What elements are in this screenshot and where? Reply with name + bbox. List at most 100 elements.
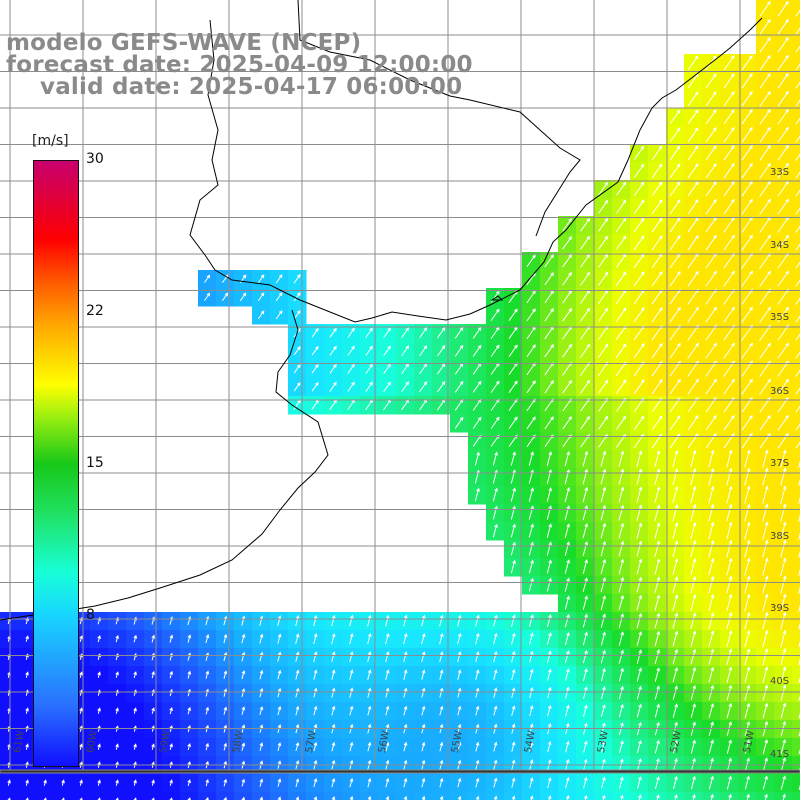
wind-arrow xyxy=(436,327,446,339)
wind-cell xyxy=(36,792,55,800)
wind-arrow xyxy=(564,595,570,610)
wind-arrow xyxy=(475,614,480,627)
wind-arrow xyxy=(510,523,516,538)
wind-arrow xyxy=(741,162,753,179)
wind-arrow xyxy=(367,741,372,752)
wind-cell xyxy=(54,792,73,800)
wind-arrow xyxy=(115,743,119,750)
wind-cell xyxy=(792,486,800,505)
wind-arrow xyxy=(259,796,264,800)
wind-arrow xyxy=(795,117,800,125)
wind-arrow xyxy=(223,633,228,644)
wind-arrow xyxy=(618,540,625,557)
wind-arrow xyxy=(401,327,409,339)
wind-arrow xyxy=(654,630,661,647)
wind-arrow xyxy=(744,467,751,486)
wind-arrow xyxy=(708,684,715,701)
wind-arrow xyxy=(798,532,800,540)
wind-arrow xyxy=(436,345,446,357)
wind-arrow xyxy=(600,667,606,682)
wind-arrow xyxy=(511,795,516,800)
wind-arrow xyxy=(723,55,735,71)
wind-cell xyxy=(270,792,289,800)
wind-arrow xyxy=(492,451,498,466)
wind-cell xyxy=(792,666,800,685)
wind-arrow xyxy=(457,614,462,627)
wind-arrow xyxy=(204,292,211,301)
wind-arrow xyxy=(547,795,552,800)
wind-arrow xyxy=(795,315,800,323)
wind-arrow xyxy=(636,558,643,575)
wind-arrow xyxy=(672,467,679,486)
forecast-date: forecast date: 2025-04-09 12:00:00 xyxy=(6,52,473,78)
wind-arrow xyxy=(349,651,354,662)
wind-arrow xyxy=(744,702,751,719)
wind-arrow xyxy=(705,163,717,179)
wind-arrow xyxy=(705,198,717,215)
wind-arrow xyxy=(187,634,192,643)
wind-arrow xyxy=(728,793,732,800)
wind-arrow xyxy=(726,612,733,630)
wind-arrow xyxy=(151,670,155,679)
wind-arrow xyxy=(690,576,697,594)
wind-arrow xyxy=(492,505,498,520)
wind-arrow xyxy=(583,776,588,789)
wind-arrow xyxy=(547,668,552,681)
colorbar-units: [m/s] xyxy=(32,133,69,149)
wind-arrow xyxy=(510,451,516,466)
island xyxy=(490,295,504,301)
wind-arrow xyxy=(421,651,426,662)
wind-arrow xyxy=(490,290,500,303)
wind-arrow xyxy=(780,684,787,701)
wind-arrow xyxy=(723,270,735,287)
wind-arrow xyxy=(654,540,661,557)
wind-arrow xyxy=(637,776,642,789)
wind-arrow xyxy=(672,685,678,700)
wind-arrow xyxy=(690,775,696,790)
wind-arrow xyxy=(385,669,390,680)
wind-arrow xyxy=(526,254,536,268)
wind-arrow xyxy=(205,706,210,715)
wind-arrow xyxy=(723,306,735,323)
wind-arrow xyxy=(547,740,552,753)
wind-arrow xyxy=(795,225,800,233)
wind-arrow xyxy=(205,633,210,644)
wind-arrow xyxy=(241,706,246,715)
wind-arrow xyxy=(636,612,643,629)
coastline xyxy=(0,0,763,621)
wind-arrow xyxy=(403,687,408,698)
wind-arrow xyxy=(367,777,372,788)
lat-label: 33S xyxy=(770,167,790,178)
wind-arrow xyxy=(669,235,681,251)
wind-arrow xyxy=(690,630,697,647)
wind-arrow xyxy=(759,342,771,359)
wind-arrow xyxy=(347,345,355,356)
wind-arrow xyxy=(744,648,751,665)
wind-arrow xyxy=(529,632,534,645)
wind-arrow xyxy=(329,327,337,338)
wind-arrow xyxy=(618,740,624,753)
wind-cell xyxy=(792,522,800,541)
wind-arrow xyxy=(419,345,428,357)
wind-arrow xyxy=(726,739,732,754)
wind-arrow xyxy=(795,153,800,161)
wind-arrow xyxy=(454,380,464,393)
wind-arrow xyxy=(759,306,771,323)
wind-arrow xyxy=(633,217,645,232)
wind-arrow xyxy=(529,650,534,663)
wind-arrow xyxy=(654,450,661,467)
wind-arrow xyxy=(777,108,789,125)
wind-arrow xyxy=(600,685,606,700)
wind-arrow xyxy=(672,522,679,540)
wind-arrow xyxy=(582,559,588,575)
wind-arrow xyxy=(651,163,663,178)
wind-arrow xyxy=(638,794,642,800)
wind-arrow xyxy=(347,363,355,374)
wind-arrow xyxy=(690,485,697,504)
wind-arrow xyxy=(472,326,482,339)
wind-arrow xyxy=(726,630,733,648)
wind-arrow xyxy=(744,485,751,504)
wind-arrow xyxy=(365,363,373,374)
wind-arrow xyxy=(633,415,645,430)
